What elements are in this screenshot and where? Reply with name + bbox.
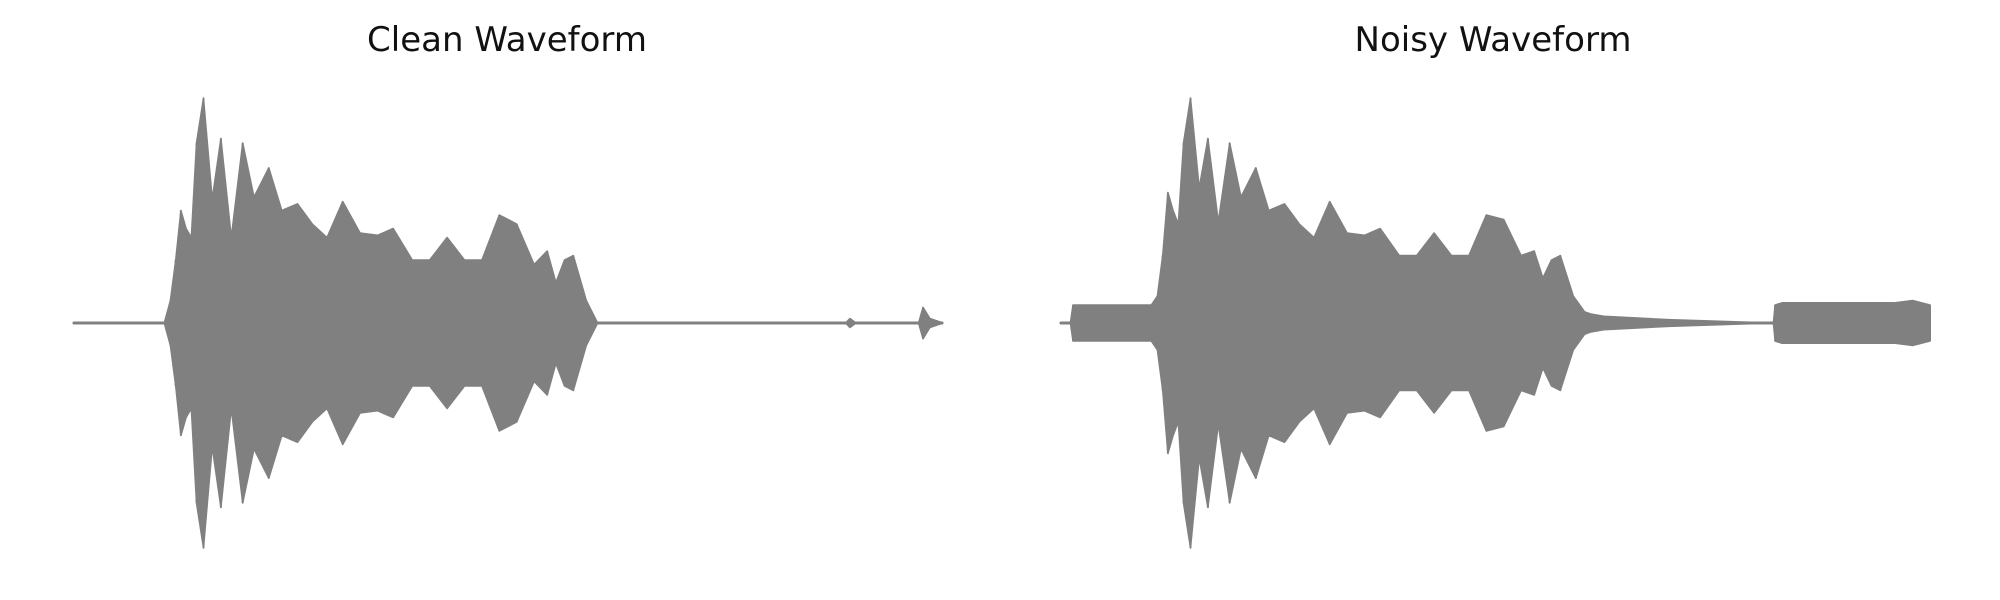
chart-title: Clean Waveform bbox=[367, 20, 647, 60]
clean-waveform-panel: Clean Waveform bbox=[72, 20, 944, 549]
noisy-waveform-plot bbox=[1059, 97, 1931, 549]
chart-title: Noisy Waveform bbox=[1354, 20, 1632, 60]
noisy-waveform-panel: Noisy Waveform bbox=[1000, 0, 2000, 600]
waveform-series-0 bbox=[72, 97, 944, 549]
clean-waveform-plot bbox=[72, 97, 944, 549]
